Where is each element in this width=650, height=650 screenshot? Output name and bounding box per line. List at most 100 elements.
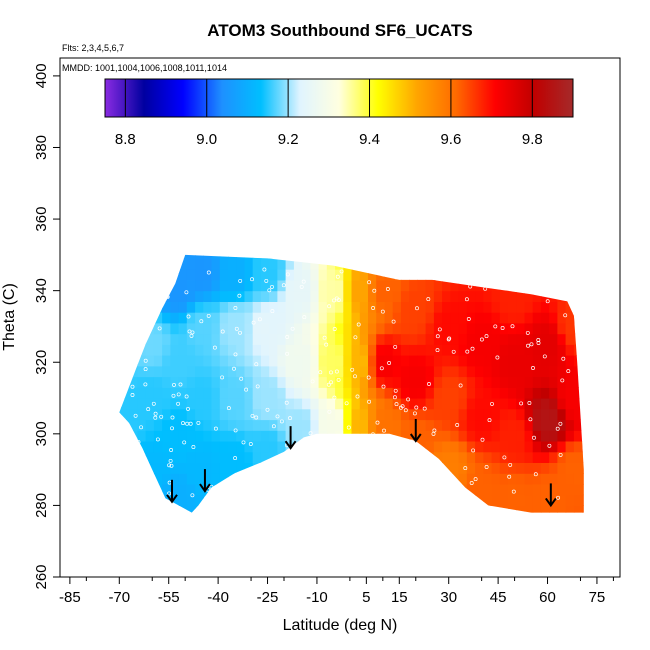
- field-cell: [352, 516, 361, 527]
- field-cell: [269, 365, 278, 378]
- field-cell: [170, 398, 180, 410]
- sample-point: [190, 493, 195, 498]
- field-cell: [203, 430, 213, 442]
- field-cell: [170, 333, 180, 345]
- field-cell: [327, 516, 336, 527]
- field-cell: [565, 483, 575, 496]
- field-cell: [120, 398, 130, 410]
- field-cell: [119, 254, 122, 259]
- field-cell: [285, 279, 295, 292]
- field-cell: [310, 279, 320, 292]
- field-cell: [302, 473, 311, 485]
- field-cell: [533, 516, 542, 527]
- field-cell: [565, 301, 575, 313]
- field-cell: [450, 322, 460, 335]
- field-cell: [285, 387, 295, 399]
- field-cell: [483, 376, 493, 388]
- field-cell: [368, 441, 377, 453]
- field-cell: [582, 462, 584, 474]
- field-cell: [392, 290, 402, 302]
- sample-point: [220, 375, 225, 380]
- field-cell: [195, 494, 204, 506]
- field-cell: [417, 312, 427, 324]
- sample-point: [542, 354, 547, 359]
- x-tick-label: 30: [440, 589, 457, 606]
- field-cell: [417, 473, 427, 485]
- field-cell: [590, 473, 599, 484]
- field-cell: [293, 376, 303, 388]
- field-cell: [433, 254, 443, 259]
- sample-point: [326, 382, 331, 387]
- field-cell: [590, 291, 599, 302]
- field-cell: [516, 398, 525, 410]
- field-cell: [466, 419, 476, 431]
- field-cell: [392, 269, 402, 281]
- field-cell: [376, 290, 385, 302]
- field-cell: [326, 365, 336, 378]
- field-cell: [400, 279, 410, 292]
- field-cell: [351, 301, 361, 313]
- field-cell: [244, 398, 254, 410]
- field-cell: [162, 290, 171, 302]
- field-cell: [293, 269, 303, 281]
- field-cell: [277, 494, 287, 506]
- field-cell: [335, 258, 344, 270]
- field-cell: [178, 387, 188, 399]
- field-cell: [203, 333, 213, 345]
- field-cell: [219, 408, 229, 421]
- field-cell: [392, 365, 402, 378]
- field-cell: [524, 430, 534, 442]
- chart-title: ATOM3 Southbound SF6_UCATS: [207, 21, 472, 40]
- field-cell: [211, 398, 221, 410]
- field-cell: [450, 355, 460, 367]
- field-cell: [483, 355, 493, 367]
- field-cell: [573, 441, 583, 453]
- field-cell: [228, 258, 237, 270]
- field-cell: [351, 419, 361, 431]
- field-cell: [491, 494, 501, 506]
- field-cell: [400, 376, 410, 388]
- field-cell: [368, 290, 377, 302]
- field-cell: [153, 312, 163, 324]
- field-cell: [236, 322, 245, 335]
- field-cell: [368, 258, 377, 270]
- field-cell: [516, 451, 525, 463]
- field-cell: [491, 462, 501, 474]
- field-cell: [302, 269, 311, 281]
- field-cell: [277, 387, 287, 399]
- field-cell: [425, 419, 435, 431]
- field-cell: [524, 344, 534, 356]
- field-cell: [573, 344, 583, 356]
- field-cell: [145, 258, 155, 270]
- x-tick-label: 15: [391, 589, 408, 606]
- field-cell: [508, 462, 517, 474]
- sample-point: [385, 287, 390, 291]
- field-cell: [409, 441, 418, 453]
- sample-point: [188, 421, 193, 426]
- field-cell: [425, 269, 435, 281]
- sample-point: [311, 445, 316, 450]
- field-cell: [351, 355, 361, 367]
- field-cell: [499, 301, 509, 313]
- field-cell: [153, 301, 163, 313]
- y-axis-label: Theta (C): [1, 283, 18, 351]
- field-cell: [318, 312, 328, 324]
- field-cell: [400, 451, 410, 463]
- field-cell: [219, 258, 229, 270]
- field-cell: [269, 312, 278, 324]
- field-cell: [450, 408, 460, 421]
- field-cell: [450, 269, 460, 281]
- sample-point: [471, 448, 476, 453]
- sample-point: [141, 460, 146, 465]
- field-cell: [475, 494, 484, 506]
- field-cell: [384, 462, 394, 474]
- sample-point: [397, 463, 402, 468]
- field-cell: [252, 365, 262, 378]
- field-cell: [293, 430, 303, 442]
- field-cell: [499, 505, 509, 513]
- sample-point: [406, 397, 411, 402]
- field-cell: [400, 365, 410, 378]
- field-cell: [409, 462, 418, 474]
- field-cell: [119, 355, 122, 367]
- field-cell: [170, 387, 180, 399]
